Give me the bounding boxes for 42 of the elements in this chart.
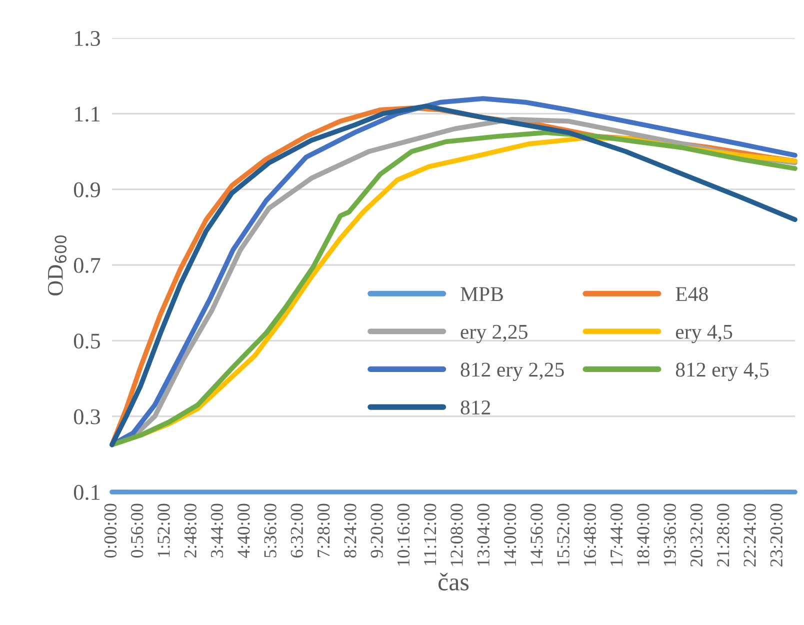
- x-tick-label: 10:16:00: [397, 504, 410, 566]
- legend-label: ery 2,25: [460, 324, 528, 344]
- x-tick-label: 8:24:00: [344, 504, 356, 558]
- x-tick-label: 1:52:00: [158, 504, 170, 557]
- x-tick-label: 14:00:00: [504, 504, 516, 566]
- legend-label: 812: [460, 400, 490, 415]
- y-tick-label: 1.3: [75, 30, 100, 46]
- x-tick-label: 7:28:00: [317, 504, 330, 558]
- legend-label: ery 4,5: [676, 324, 732, 344]
- x-tick-label: 12:08:00: [450, 504, 463, 566]
- y-tick-label: 0.9: [74, 182, 100, 198]
- legend-label: 812 ery 2,25: [460, 362, 564, 381]
- x-axis-title: čas: [438, 572, 469, 590]
- x-tick-label: 15:52:00: [557, 504, 570, 566]
- x-tick-label: 2:48:00: [184, 504, 197, 558]
- x-tick-label: 13:04:00: [477, 504, 490, 566]
- x-tick-label: 14:56:00: [530, 504, 543, 566]
- x-tick-label: 3:44:00: [210, 504, 224, 558]
- legend-label: E48: [676, 287, 708, 302]
- y-tick-label: 0.5: [74, 334, 100, 349]
- y-tick-label: 0.3: [74, 409, 100, 424]
- x-tick-label: 21:28:00: [717, 504, 730, 567]
- x-tick-label: 0:00:00: [104, 504, 117, 558]
- y-axis-title: OD$_{600}$: [48, 235, 67, 296]
- x-tick-label: 16:48:00: [584, 504, 596, 566]
- y-tick-label: 1.1: [75, 106, 100, 122]
- legend-label: 812 ery 4,5: [676, 362, 769, 381]
- x-tick-label: 11:12:00: [424, 504, 436, 566]
- x-tick-label: 20:32:00: [690, 504, 703, 567]
- x-tick-label: 9:20:00: [370, 504, 383, 558]
- x-tick-label: 6:32:00: [290, 504, 304, 558]
- y-tick-label: 0.7: [74, 258, 100, 274]
- x-tick-label: 18:40:00: [637, 504, 650, 566]
- x-tick-label: 23:20:00: [770, 504, 783, 567]
- x-tick-label: 17:44:00: [610, 504, 623, 566]
- y-tick-label: 0.1: [74, 484, 100, 500]
- x-tick-label: 4:40:00: [238, 504, 250, 558]
- x-tick-label: 5:36:00: [264, 504, 276, 558]
- legend-label: MPB: [460, 287, 503, 301]
- x-tick-label: 0:56:00: [130, 504, 144, 558]
- x-tick-label: 22:24:00: [744, 504, 756, 567]
- x-tick-label: 19:36:00: [664, 504, 676, 566]
